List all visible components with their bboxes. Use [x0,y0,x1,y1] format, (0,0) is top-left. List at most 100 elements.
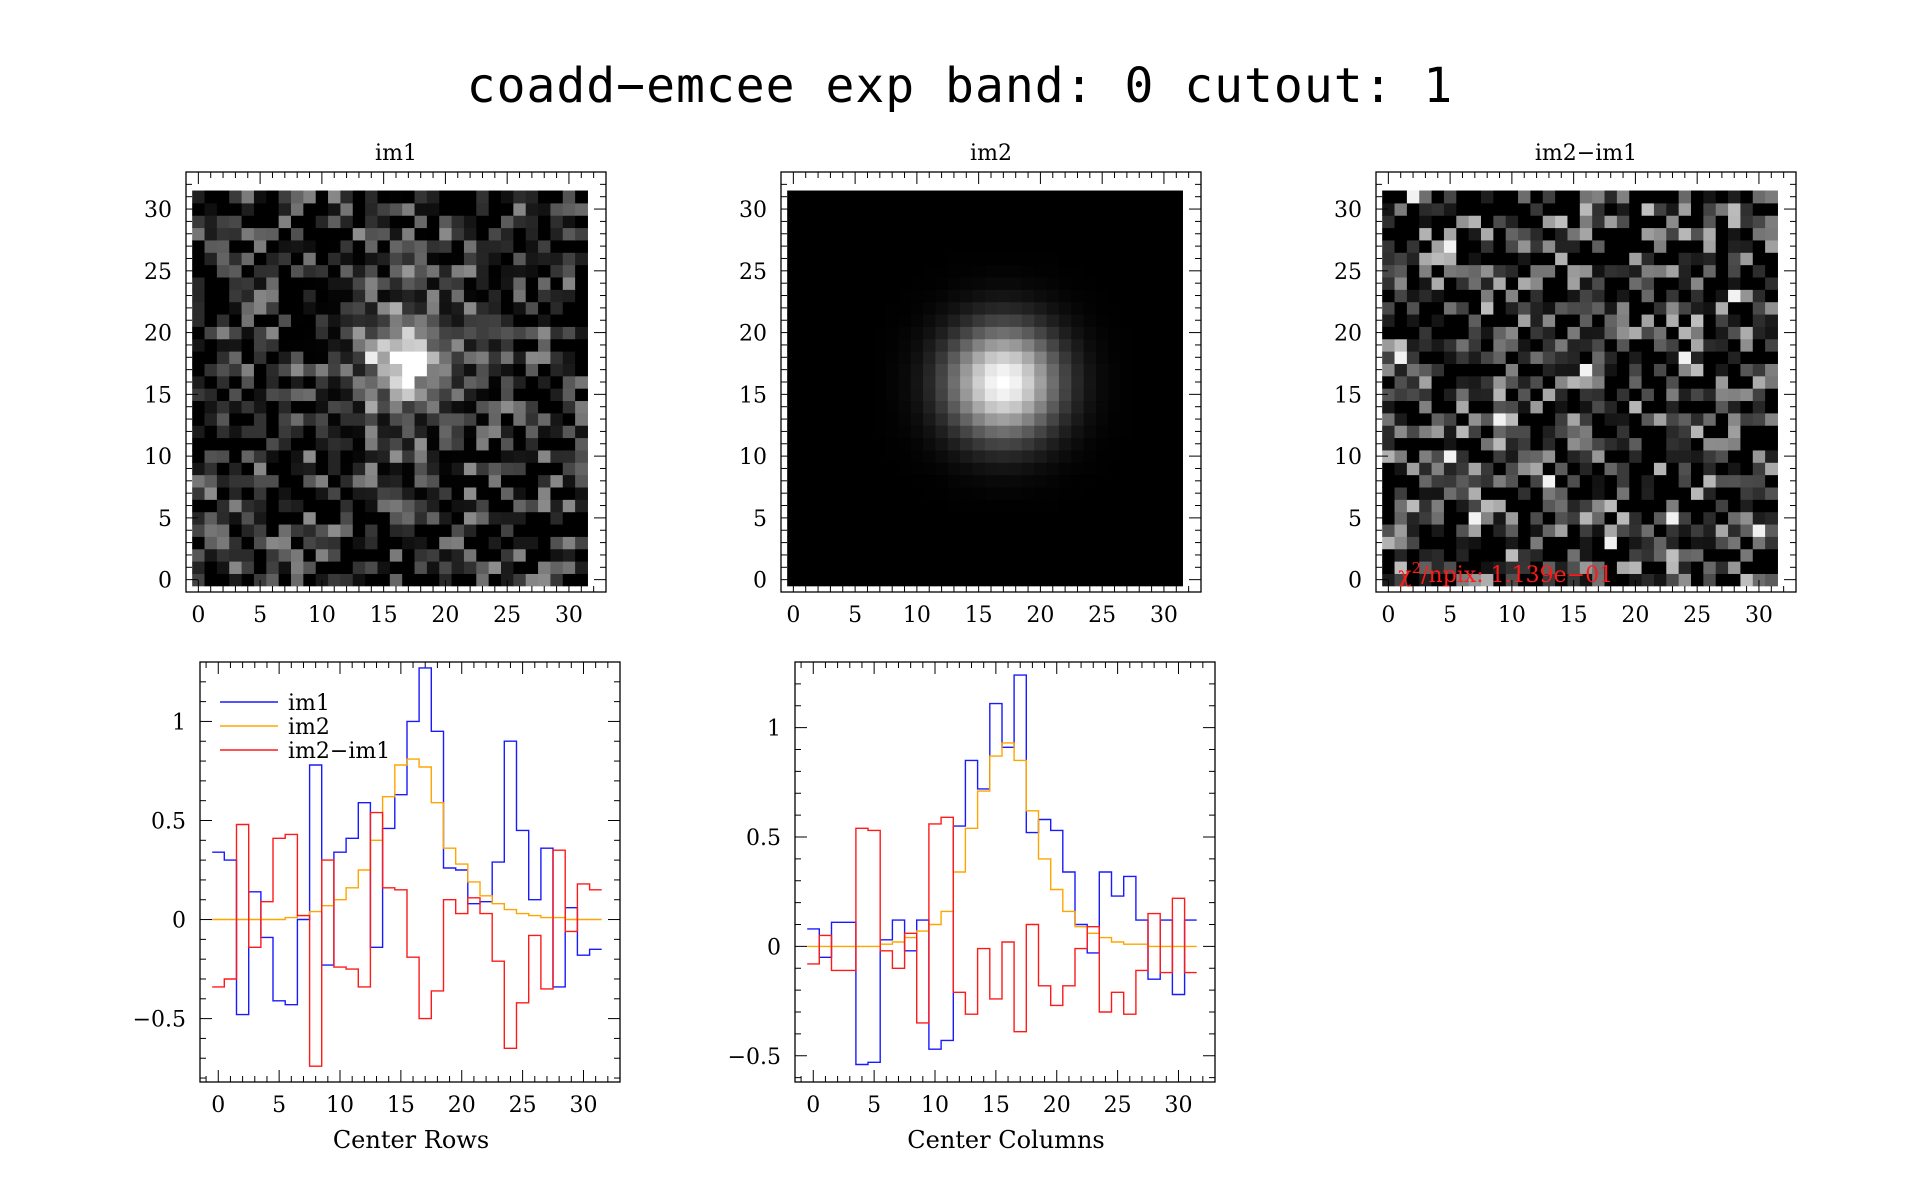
pixel [1170,239,1183,253]
pixel [1431,202,1445,216]
pixel [1592,326,1606,340]
pixel [947,462,961,476]
pixel [811,388,825,402]
pixel [426,524,440,537]
pixel [1170,363,1183,377]
pixel [204,388,218,402]
pixel [1604,499,1618,513]
pixel [1493,264,1507,278]
pixel [377,326,391,340]
pixel [984,289,998,303]
pixel [1021,338,1035,352]
pixel [204,487,218,500]
pixel [1481,536,1494,550]
pixel [402,499,416,513]
pixel [1021,536,1035,550]
pixel [229,338,243,352]
pixel [291,425,304,439]
pixel [488,511,502,525]
pixel [278,437,292,451]
pixel [266,474,280,488]
pixel [1629,289,1643,303]
x-tick-label: 25 [493,603,521,628]
pixel [303,412,317,426]
pixel [1715,400,1729,414]
pixel [476,375,490,389]
pixel [229,511,243,525]
pixel [352,301,366,315]
pixel [451,437,465,451]
pixel [824,301,838,315]
pixel [451,561,465,574]
pixel [898,412,912,426]
pixel [898,202,912,216]
pixel [216,425,230,439]
pixel [204,326,218,340]
pixel [476,487,490,500]
pixel [1653,215,1667,229]
pixel [501,561,514,574]
pixel [1133,499,1146,513]
pixel [960,412,973,426]
pixel [898,561,912,574]
pixel [253,264,267,278]
pixel [575,524,588,537]
pixel [575,338,588,352]
pixel [476,301,490,315]
pixel [811,326,825,340]
pixel [1443,227,1457,241]
pixel [1096,462,1109,476]
pixel [315,425,329,439]
pixel [1456,449,1470,463]
pixel [1419,314,1433,327]
pixel [886,227,899,241]
pixel [266,190,280,204]
pixel [836,388,850,402]
pixel [352,215,366,229]
pixel [377,388,391,402]
pixel [1145,326,1159,340]
pixel [1431,239,1445,253]
pixel [241,573,255,587]
x-tick-label: 15 [982,1093,1010,1118]
pixel [1555,573,1568,587]
pixel [1468,277,1482,290]
pixel [253,400,267,414]
pixel [997,215,1011,229]
pixel [1715,314,1729,327]
y-tick-label: −0.5 [133,1008,186,1033]
pixel [1034,301,1048,315]
pixel [1752,487,1766,500]
pixel [861,351,875,364]
y-tick-label: 0 [172,909,186,934]
pixel [266,400,280,414]
pixel [426,264,440,278]
pixel [439,277,453,290]
pixel [1604,289,1618,303]
pixel [1456,252,1470,266]
pixel [1728,239,1741,253]
pixel [1096,202,1109,216]
pixel [997,338,1011,352]
pixel [1058,425,1072,439]
pixel [426,388,440,402]
pixel [1604,202,1618,216]
pixel [1505,400,1519,414]
pixel [1765,314,1778,327]
pixel [365,573,378,587]
pixel [1666,548,1680,562]
pixel [1653,536,1667,550]
pixel [1009,363,1023,377]
pixel [947,363,961,377]
pixel [426,536,440,550]
pixel [1145,363,1159,377]
pixel [1567,573,1581,587]
pixel [811,548,825,562]
pixel [575,363,588,377]
y-tick-label: 25 [739,260,767,285]
pixel [824,462,838,476]
pixel [1145,202,1159,216]
image-pixels [1382,190,1778,587]
pixel [1419,289,1433,303]
pixel [947,264,961,278]
